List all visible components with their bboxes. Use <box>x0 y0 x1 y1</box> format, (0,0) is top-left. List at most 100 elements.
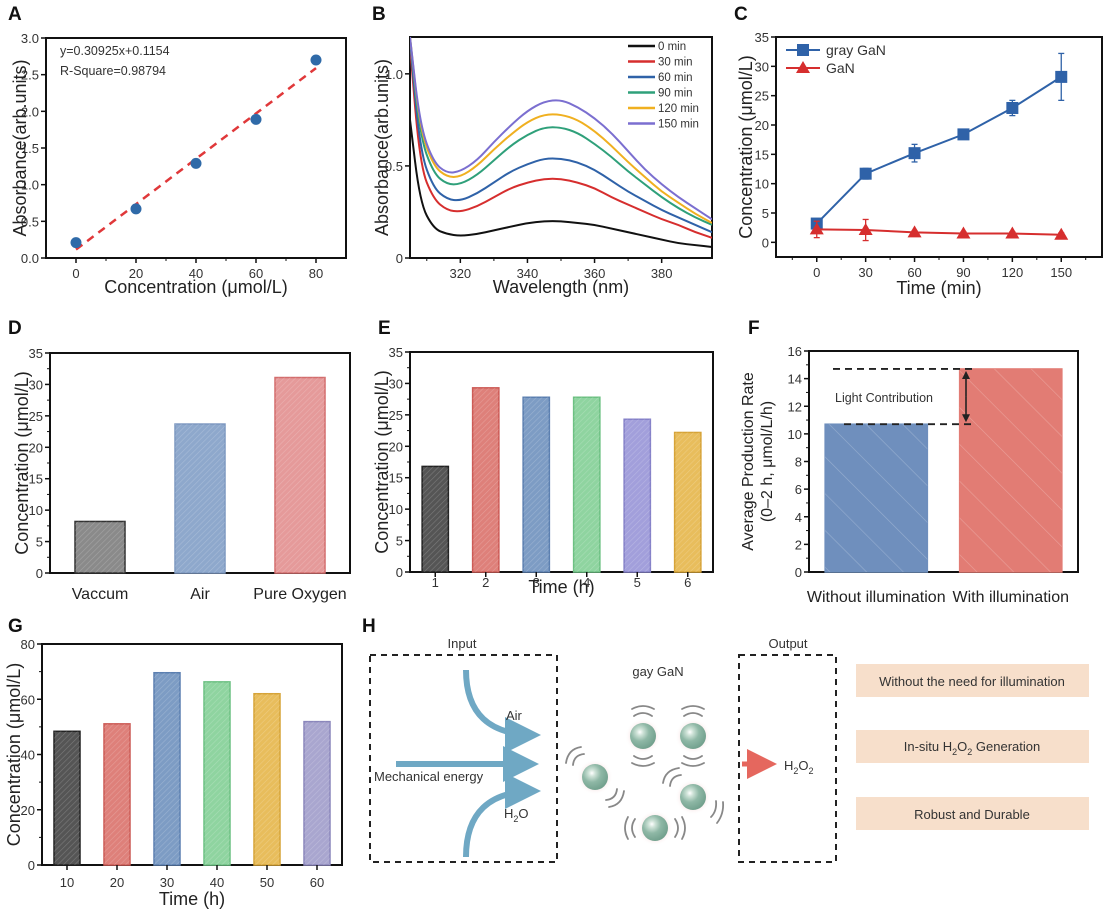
y-tick-label: 5 <box>396 534 403 549</box>
y-tick-label: 2.0 <box>21 104 39 119</box>
y-tick-label: 2.5 <box>21 68 39 83</box>
air-arrow <box>463 669 541 753</box>
marker-square <box>1055 70 1068 83</box>
plot-frame <box>41 643 343 866</box>
y-tick-label: 0 <box>28 858 35 873</box>
y-tick-label: 0 <box>795 565 802 580</box>
y-axis-label: Concentration (μmol/L) <box>4 663 24 846</box>
vibration-arc <box>605 788 618 801</box>
legend-label: 90 min <box>658 88 693 100</box>
y-tick-label: 5 <box>762 206 769 221</box>
y-axis-label: Concentration (μmol/L) <box>736 55 756 238</box>
y-axis-label: Concentration (μmol/L) <box>12 371 32 554</box>
x-axis-label: Time (h) <box>528 577 594 597</box>
air-label: Air <box>506 708 523 723</box>
diagram-h-mechanism: Input Air Mechanical energy H2O gay GaN … <box>369 636 1089 863</box>
y-tick-label: 20 <box>21 803 35 818</box>
x-category-label: 10 <box>60 875 74 890</box>
mechanical-energy-label: Mechanical energy <box>374 769 484 784</box>
plot-frame <box>409 36 713 259</box>
vibration-arc <box>608 790 625 808</box>
vibration-arc <box>633 712 653 717</box>
vibration-arc <box>633 755 653 760</box>
y-tick-label: 1.0 <box>385 67 403 82</box>
x-tick-label: 0 <box>72 266 79 281</box>
marker-triangle <box>956 226 971 239</box>
gan-particle <box>582 764 608 790</box>
marker-square <box>1006 101 1019 114</box>
x-category-label: 2 <box>482 575 489 590</box>
x-axis-label: Wavelength (nm) <box>493 277 629 297</box>
vibration-arc <box>674 818 679 838</box>
y-tick-label: 12 <box>788 399 802 414</box>
x-category-label: 50 <box>260 875 274 890</box>
y-axis-label: Absorbance(arb.units) <box>372 59 392 236</box>
y-tick-label: 35 <box>29 346 43 361</box>
panel-label-c: C <box>734 4 748 25</box>
x-category-label: 5 <box>634 575 641 590</box>
y-tick-label: 0 <box>396 565 403 580</box>
x-tick-label: 120 <box>1001 265 1023 280</box>
bar-hatch <box>104 723 130 865</box>
gan-particle <box>680 723 706 749</box>
x-tick-label: 30 <box>858 265 872 280</box>
y-tick-label: 2 <box>795 537 802 552</box>
marker-triangle <box>1054 227 1069 240</box>
y-tick-label: 25 <box>755 89 769 104</box>
y-tick-label: 0.5 <box>21 214 39 229</box>
x-category-label: With illumination <box>953 589 1069 606</box>
bar-hatch <box>624 419 651 572</box>
panel-label-g: G <box>8 616 23 637</box>
y-tick-label: 0 <box>36 566 43 581</box>
vibration-arc <box>683 755 703 760</box>
vibration-arc <box>716 801 725 824</box>
marker-triangle <box>907 225 922 238</box>
x-axis-label: Concentration (μmol/L) <box>104 277 287 297</box>
legend-label: 150 min <box>658 119 699 131</box>
data-point <box>130 203 142 215</box>
x-category-label: 30 <box>160 875 174 890</box>
vibration-arc <box>631 762 655 767</box>
x-category-label: 3 <box>533 575 540 590</box>
bar-hatch <box>275 377 325 573</box>
vibration-arc <box>624 816 629 840</box>
y-tick-label: 5 <box>36 535 43 550</box>
x-tick-label: 380 <box>651 266 673 281</box>
panel-label-h: H <box>362 616 376 637</box>
bar-hatch <box>254 693 280 865</box>
gan-particle <box>642 815 668 841</box>
y-tick-label: 30 <box>755 59 769 74</box>
panel-label-e: E <box>378 318 391 339</box>
y-tick-label: 15 <box>29 472 43 487</box>
feature-box-robust <box>856 797 1089 830</box>
x-tick-label: 0 <box>813 265 820 280</box>
series-line <box>816 76 1062 225</box>
y-tick-label: 8 <box>795 455 802 470</box>
series-line-30-min <box>410 46 712 239</box>
bar-hatch <box>175 424 225 573</box>
y-tick-label: 15 <box>755 147 769 162</box>
x-category-label: Vaccum <box>72 586 129 603</box>
x-tick-label: 20 <box>129 266 143 281</box>
x-tick-label: 80 <box>309 266 323 281</box>
plot-frame <box>409 351 714 573</box>
x-category-label: 1 <box>432 575 439 590</box>
x-tick-label: 320 <box>449 266 471 281</box>
bar-hatch <box>959 368 1062 572</box>
input-box <box>369 654 558 863</box>
y-tick-label: 6 <box>795 482 802 497</box>
fit-r-square: R-Square=0.98794 <box>60 64 166 78</box>
y-tick-label: 60 <box>21 692 35 707</box>
vibration-arc <box>683 712 703 717</box>
bar-hatch <box>825 424 928 572</box>
y-tick-label: 20 <box>755 118 769 133</box>
legend-marker <box>797 44 809 56</box>
light-contribution-label: Light Contribution <box>835 391 933 405</box>
water-arrow <box>463 773 541 858</box>
y-tick-label: 0.0 <box>21 251 39 266</box>
legend-label: 30 min <box>658 57 693 69</box>
y-axis-label: Absorbance(arb.units) <box>10 59 30 236</box>
y-tick-label: 10 <box>29 503 43 518</box>
